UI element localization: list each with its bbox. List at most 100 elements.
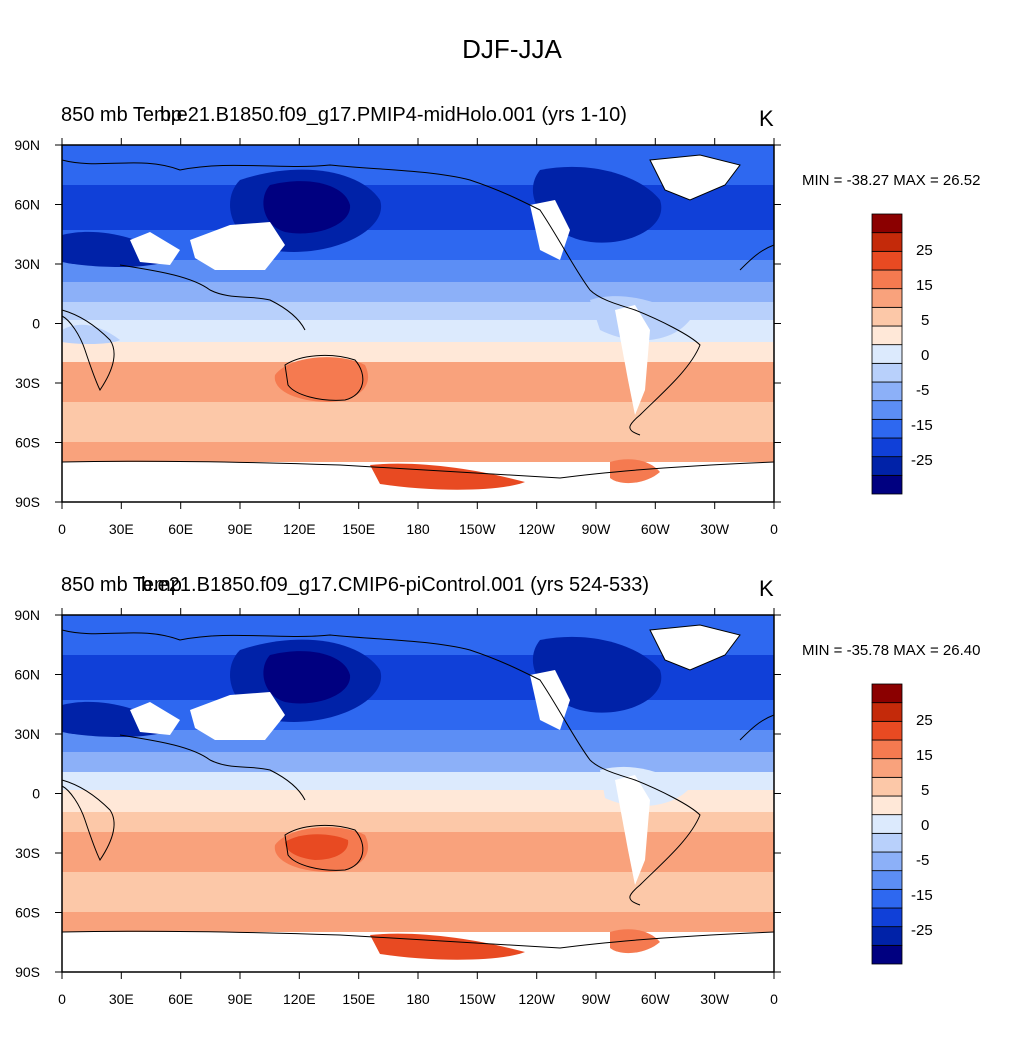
lat-label: 60N xyxy=(14,197,40,213)
coastlines xyxy=(61,624,775,949)
colorbar-label: 15 xyxy=(916,277,933,294)
colorbar-labels: 25 15 5 0 -5 -15 -25 xyxy=(911,242,933,469)
lat-label: 60S xyxy=(15,905,40,921)
lat-label: 60S xyxy=(15,435,40,451)
colorbar-segment xyxy=(871,683,903,704)
lat-label: 90N xyxy=(14,137,40,153)
axis-ticks xyxy=(55,608,781,979)
coastline xyxy=(284,355,364,401)
min-max-readout: MIN = -38.27 MAX = 26.52 xyxy=(802,172,981,189)
map-panel-2: 850 mb Temp b.e21.B1850.f09_g17.CMIP6-pi… xyxy=(0,574,1024,1044)
panel-case-title: b.e21.B1850.f09_g17.PMIP4-midHolo.001 (y… xyxy=(160,104,627,126)
lon-label: 90W xyxy=(582,991,612,1007)
warm-region xyxy=(285,834,349,860)
colorbar-segment xyxy=(871,418,903,439)
lon-labels: 0 30E 60E 90E 120E 150E 180 150W 120W 90… xyxy=(58,521,778,537)
colorbar-segment xyxy=(871,250,903,271)
figure-title: DJF-JJA xyxy=(462,34,562,64)
coastline xyxy=(649,154,741,201)
colorbar-label: 25 xyxy=(916,712,933,729)
lon-label: 60W xyxy=(641,991,671,1007)
lat-label: 90S xyxy=(15,964,40,980)
panel-units: K xyxy=(759,576,774,601)
lon-label: 0 xyxy=(770,521,778,537)
colorbar-segment xyxy=(871,758,903,778)
lon-label: 120W xyxy=(518,521,555,537)
colorbar-segment xyxy=(871,269,903,290)
lon-label: 90E xyxy=(228,521,253,537)
band xyxy=(62,282,774,302)
lat-label: 30S xyxy=(15,375,40,391)
lon-label: 150W xyxy=(459,991,496,1007)
colorbar-segment xyxy=(871,814,903,834)
band xyxy=(62,700,774,730)
lon-label: 150E xyxy=(342,991,375,1007)
colorbar-segment xyxy=(871,776,903,797)
band xyxy=(62,185,774,230)
coastline xyxy=(61,460,775,479)
terrain-mask xyxy=(190,692,285,740)
colorbar-segment xyxy=(871,702,903,722)
lon-label: 120E xyxy=(283,521,316,537)
colorbar xyxy=(871,213,903,495)
colorbar-segment xyxy=(871,306,903,327)
warm-region xyxy=(610,459,660,484)
warm-region xyxy=(370,933,525,960)
axis-ticks xyxy=(55,138,781,509)
band xyxy=(62,655,774,700)
colorbar-segment xyxy=(871,381,903,402)
colorbar-segment xyxy=(871,907,903,928)
warm-region xyxy=(62,324,120,345)
lat-labels: 90N 60N 30N 0 30S 60S 90S xyxy=(14,607,40,980)
colorbar xyxy=(871,683,903,965)
lat-label: 30N xyxy=(14,726,40,742)
lat-label: 30N xyxy=(14,256,40,272)
band xyxy=(62,362,774,402)
colorbar-label: -25 xyxy=(911,452,933,469)
cold-region xyxy=(263,651,351,704)
colorbar-label: -15 xyxy=(911,417,933,434)
band xyxy=(62,790,774,812)
band xyxy=(62,772,774,790)
coastline xyxy=(61,309,115,391)
lon-label: 60W xyxy=(641,521,671,537)
colorbar-label: 25 xyxy=(916,242,933,259)
coastline xyxy=(119,734,306,801)
colorbar-segment xyxy=(871,474,903,495)
coastline xyxy=(61,159,701,436)
lon-label: 0 xyxy=(58,521,66,537)
panel-case-title: b.e21.B1850.f09_g17.CMIP6-piControl.001 … xyxy=(141,574,650,596)
lon-labels: 0 30E 60E 90E 120E 150E 180 150W 120W 90… xyxy=(58,991,778,1007)
colorbar-label: 0 xyxy=(921,347,929,364)
lon-label: 30W xyxy=(700,991,730,1007)
lon-label: 0 xyxy=(58,991,66,1007)
band xyxy=(62,812,774,832)
coastline xyxy=(284,825,364,871)
lon-label: 150E xyxy=(342,521,375,537)
lon-label: 120E xyxy=(283,991,316,1007)
band xyxy=(62,230,774,260)
colorbar-segment xyxy=(871,288,903,308)
lat-label: 0 xyxy=(32,786,40,802)
coastline xyxy=(649,624,741,671)
lat-label: 30S xyxy=(15,845,40,861)
terrain-mask xyxy=(530,200,570,260)
terrain-mask xyxy=(530,670,570,730)
colorbar-segment xyxy=(871,832,903,853)
min-max-readout: MIN = -35.78 MAX = 26.40 xyxy=(802,642,981,659)
lon-label: 30E xyxy=(109,991,134,1007)
colorbar-segment xyxy=(871,888,903,909)
lon-label: 180 xyxy=(406,521,430,537)
map-svg: 90N 60N 30N 0 30S 60S 90S 0 30E 60E 90E … xyxy=(14,137,933,537)
band xyxy=(62,912,774,932)
lon-label: 60E xyxy=(168,991,193,1007)
colorbar-label: 5 xyxy=(921,312,929,329)
lon-label: 30W xyxy=(700,521,730,537)
cold-region xyxy=(263,181,351,234)
colorbar-segment xyxy=(871,400,903,420)
colorbar-segment xyxy=(871,851,903,872)
colorbar-segment xyxy=(871,870,903,890)
lat-label: 60N xyxy=(14,667,40,683)
lon-label: 120W xyxy=(518,991,555,1007)
lon-label: 180 xyxy=(406,991,430,1007)
